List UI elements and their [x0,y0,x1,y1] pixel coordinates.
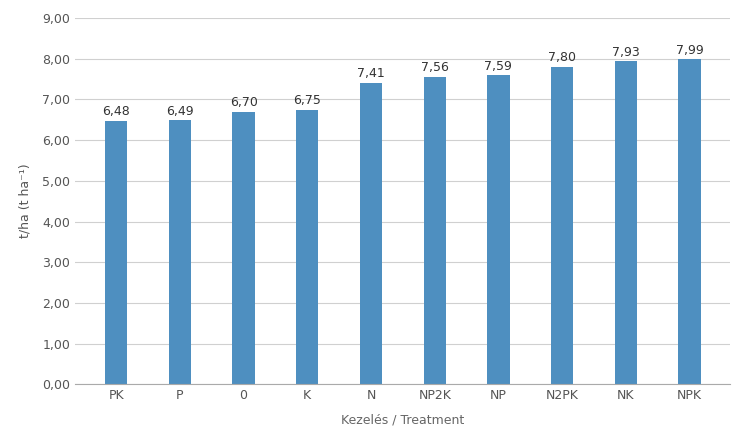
Y-axis label: t/ha (t ha⁻¹): t/ha (t ha⁻¹) [18,164,32,238]
Bar [614,61,637,384]
Bar [360,83,383,384]
Text: 7,99: 7,99 [675,43,703,57]
Text: 6,70: 6,70 [230,96,258,109]
Text: 7,80: 7,80 [548,51,576,64]
Bar [169,120,191,384]
Text: 6,48: 6,48 [102,105,130,118]
Bar [296,110,319,384]
Bar [551,67,573,384]
Text: 7,93: 7,93 [612,46,639,59]
Bar [678,59,700,384]
Text: 7,41: 7,41 [357,67,385,80]
X-axis label: Kezelés / Treatment: Kezelés / Treatment [341,413,465,426]
Bar [105,121,127,384]
Bar [423,76,446,384]
Bar [487,75,510,384]
Text: 6,75: 6,75 [294,94,322,107]
Bar [233,112,255,384]
Text: 7,59: 7,59 [484,60,512,73]
Text: 7,56: 7,56 [421,61,449,74]
Text: 6,49: 6,49 [166,105,194,118]
